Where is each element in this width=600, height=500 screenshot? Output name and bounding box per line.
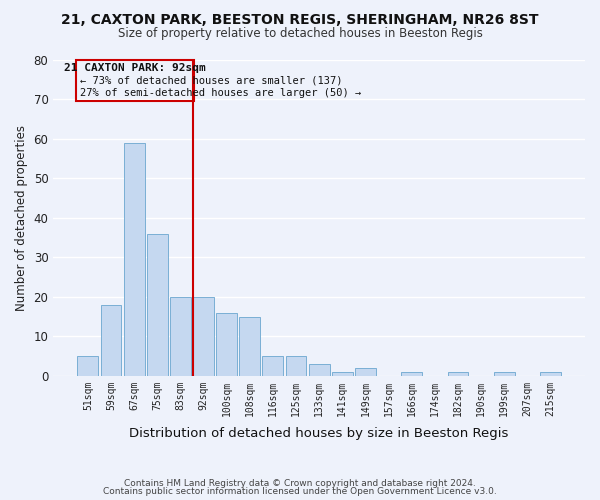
Bar [216, 312, 237, 376]
Bar [540, 372, 561, 376]
Bar [77, 356, 98, 376]
Bar [101, 304, 121, 376]
Bar [448, 372, 469, 376]
Bar [147, 234, 167, 376]
Bar [355, 368, 376, 376]
Text: 21 CAXTON PARK: 92sqm: 21 CAXTON PARK: 92sqm [64, 63, 206, 73]
X-axis label: Distribution of detached houses by size in Beeston Regis: Distribution of detached houses by size … [130, 427, 509, 440]
Bar [262, 356, 283, 376]
Bar [124, 143, 145, 376]
Bar [193, 297, 214, 376]
Text: Size of property relative to detached houses in Beeston Regis: Size of property relative to detached ho… [118, 28, 482, 40]
Bar [332, 372, 353, 376]
Text: Contains HM Land Registry data © Crown copyright and database right 2024.: Contains HM Land Registry data © Crown c… [124, 478, 476, 488]
Text: 21, CAXTON PARK, BEESTON REGIS, SHERINGHAM, NR26 8ST: 21, CAXTON PARK, BEESTON REGIS, SHERINGH… [61, 12, 539, 26]
Bar [401, 372, 422, 376]
Bar [239, 316, 260, 376]
Text: ← 73% of detached houses are smaller (137): ← 73% of detached houses are smaller (13… [80, 76, 342, 86]
Text: Contains public sector information licensed under the Open Government Licence v3: Contains public sector information licen… [103, 487, 497, 496]
Bar [170, 297, 191, 376]
Bar [494, 372, 515, 376]
Bar [286, 356, 307, 376]
Y-axis label: Number of detached properties: Number of detached properties [15, 125, 28, 311]
Text: 27% of semi-detached houses are larger (50) →: 27% of semi-detached houses are larger (… [80, 88, 361, 99]
Bar [309, 364, 329, 376]
